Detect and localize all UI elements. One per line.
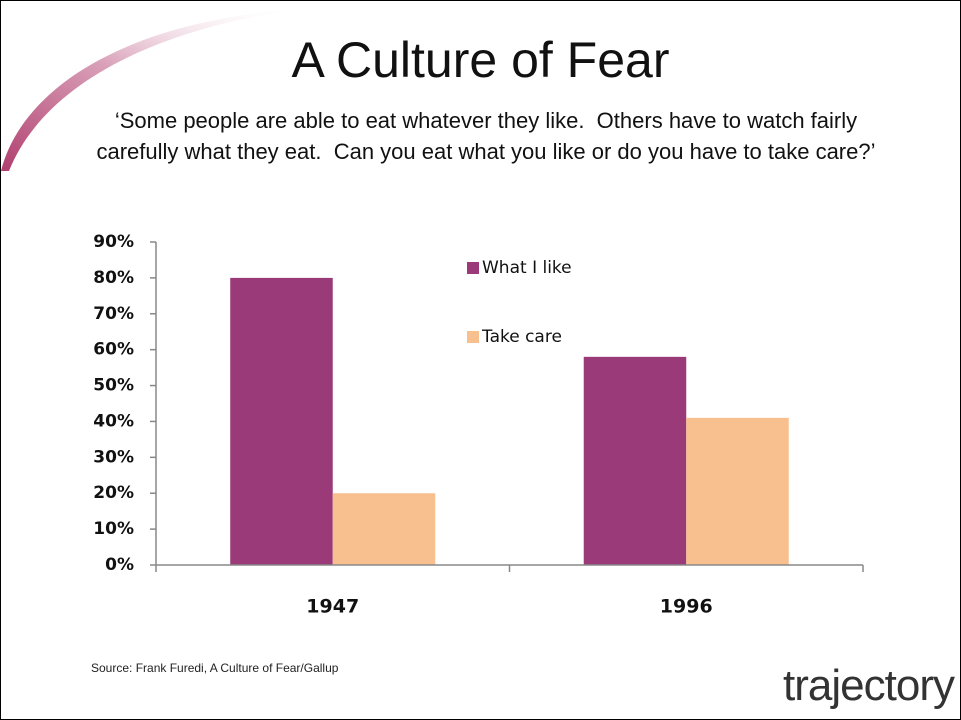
subtitle: ‘Some people are able to eat whatever th… — [96, 108, 876, 164]
x-tick-label: 1996 — [660, 596, 713, 618]
x-tick-label: 1947 — [306, 596, 359, 618]
decor-swoosh — [1, 9, 301, 171]
legend-label: What I like — [482, 258, 572, 278]
logo: trajectory — [783, 661, 955, 710]
y-tick-label: 80% — [93, 268, 134, 288]
legend-label: Take care — [481, 327, 562, 347]
title: A Culture of Fear — [291, 32, 670, 88]
y-tick-label: 50% — [93, 376, 134, 396]
y-tick-label: 0% — [105, 555, 134, 575]
bar — [583, 356, 687, 565]
y-tick-label: 60% — [93, 340, 134, 360]
bar — [230, 277, 333, 565]
y-tick-label: 20% — [93, 483, 134, 503]
source: Source: Frank Furedi, A Culture of Fear/… — [91, 661, 339, 675]
legend-swatch — [467, 331, 479, 343]
y-tick-label: 10% — [93, 519, 134, 539]
y-tick-label: 90% — [93, 232, 134, 252]
bar — [686, 417, 789, 565]
y-tick-label: 30% — [93, 447, 134, 467]
legend-swatch — [467, 262, 479, 274]
bar — [332, 493, 436, 565]
y-tick-label: 70% — [93, 304, 134, 324]
y-tick-label: 40% — [93, 411, 134, 431]
